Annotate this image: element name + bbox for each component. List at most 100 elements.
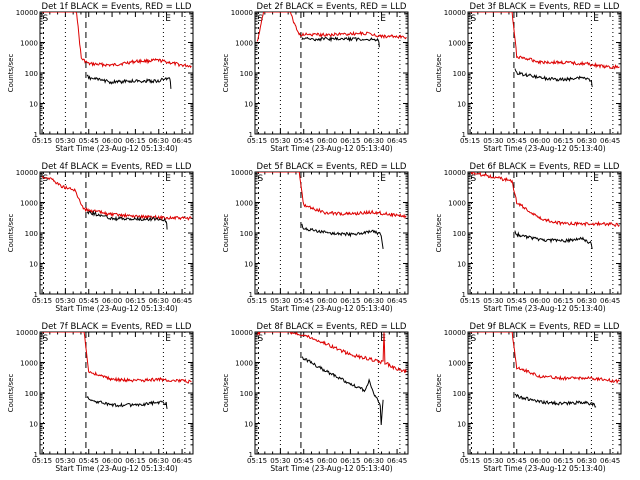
x-tick-label: 05:45 [79, 297, 99, 305]
y-tick-label: 1 [249, 131, 253, 139]
events-series-line [301, 223, 384, 249]
x-tick-label: 05:15 [32, 137, 52, 145]
y-tick-label: 1 [34, 131, 38, 139]
plot-frame [39, 331, 194, 455]
y-tick-label: 10 [457, 101, 466, 109]
chart-title: Det 8f BLACK = Events, RED = LLD [257, 322, 407, 332]
start-marker: S [43, 174, 49, 184]
start-marker: S [471, 174, 477, 184]
x-tick-label: 06:00 [102, 137, 122, 145]
y-axis-label: Counts/sec [222, 214, 230, 253]
x-tick-label: 06:30 [149, 137, 169, 145]
x-tick-label: 05:30 [483, 297, 503, 305]
plot-frame [39, 171, 194, 295]
y-tick-label: 1000 [235, 200, 253, 208]
chart-title: Det 5f BLACK = Events, RED = LLD [257, 162, 407, 172]
y-tick-label: 10000 [231, 9, 253, 17]
x-tick-label: 05:45 [507, 297, 527, 305]
y-axis-label: Counts/sec [435, 54, 443, 93]
x-tick-label: 06:00 [317, 457, 337, 465]
x-tick-label: 06:00 [102, 457, 122, 465]
plot-frame [254, 171, 409, 295]
x-tick-label: 05:30 [483, 137, 503, 145]
end-marker: E [593, 174, 599, 184]
y-tick-label: 100 [25, 70, 38, 78]
y-tick-label: 1 [34, 291, 38, 299]
events-series-line [514, 230, 593, 250]
lld-series-line [470, 12, 620, 70]
x-tick-label: 06:30 [364, 297, 384, 305]
y-axis-label: Counts/sec [222, 374, 230, 413]
y-tick-label: 10000 [16, 9, 38, 17]
y-tick-label: 100 [240, 70, 253, 78]
x-tick-label: 06:30 [577, 297, 597, 305]
y-tick-label: 100 [25, 230, 38, 238]
chart-panel-9: Det 9f BLACK = Events, RED = LLD 1 10 100 10… [435, 322, 622, 473]
chart-title: Det 6f BLACK = Events, RED = LLD [470, 162, 620, 172]
x-axis-label: Start Time (23-Aug-12 05:13:40) [270, 304, 392, 313]
plot-frame [39, 11, 194, 135]
x-axis-label: Start Time (23-Aug-12 05:13:40) [55, 464, 177, 473]
end-marker: E [165, 334, 171, 344]
x-tick-label: 06:30 [577, 457, 597, 465]
y-tick-label: 10000 [231, 169, 253, 177]
x-tick-label: 06:00 [102, 297, 122, 305]
events-series-line [301, 356, 384, 426]
x-tick-label: 06:00 [317, 137, 337, 145]
chart-title: Det 7f BLACK = Events, RED = LLD [42, 322, 192, 332]
x-tick-label: 06:30 [149, 457, 169, 465]
y-axis-label: Counts/sec [435, 374, 443, 413]
start-marker: S [258, 334, 264, 344]
y-tick-label: 10 [244, 101, 253, 109]
chart-panel-8: Det 8f BLACK = Events, RED = LLD 1 10 100 10… [222, 322, 409, 473]
x-tick-label: 05:30 [270, 297, 290, 305]
x-tick-label: 05:45 [507, 137, 527, 145]
x-tick-label: 06:15 [340, 457, 360, 465]
y-axis-label: Counts/sec [222, 54, 230, 93]
x-axis-label: Start Time (23-Aug-12 05:13:40) [55, 144, 177, 153]
y-tick-label: 10000 [231, 329, 253, 337]
y-tick-label: 10 [457, 421, 466, 429]
x-tick-label: 06:15 [553, 137, 573, 145]
x-tick-label: 06:15 [125, 297, 145, 305]
y-tick-label: 1 [249, 291, 253, 299]
y-axis-label: Counts/sec [7, 54, 15, 93]
x-tick-label: 06:45 [172, 457, 192, 465]
x-tick-label: 06:30 [364, 457, 384, 465]
y-tick-label: 10 [29, 421, 38, 429]
x-tick-label: 06:45 [387, 137, 407, 145]
plot-frame [254, 11, 409, 135]
chart-title: Det 3f BLACK = Events, RED = LLD [470, 2, 620, 12]
x-tick-label: 06:15 [340, 297, 360, 305]
start-marker: S [43, 14, 49, 24]
events-series-line [86, 209, 168, 230]
start-marker: S [471, 14, 477, 24]
y-tick-label: 100 [453, 70, 466, 78]
y-tick-label: 1000 [448, 200, 466, 208]
x-tick-label: 05:30 [55, 297, 75, 305]
x-tick-label: 06:15 [553, 457, 573, 465]
x-tick-label: 05:45 [79, 457, 99, 465]
end-marker: E [593, 334, 599, 344]
x-tick-label: 06:30 [149, 297, 169, 305]
x-axis-label: Start Time (23-Aug-12 05:13:40) [55, 304, 177, 313]
x-tick-label: 06:30 [577, 137, 597, 145]
chart-panel-1: Det 1f BLACK = Events, RED = LLD 1 10 100 10… [7, 2, 194, 153]
events-series-line [514, 393, 597, 408]
lld-series-line [470, 172, 620, 228]
y-tick-label: 1000 [20, 40, 38, 48]
y-tick-label: 10 [457, 261, 466, 269]
x-tick-label: 05:15 [247, 137, 267, 145]
plot-frame [467, 171, 622, 295]
x-axis-label: Start Time (23-Aug-12 05:13:40) [483, 144, 605, 153]
y-tick-label: 1 [462, 131, 466, 139]
x-tick-label: 05:45 [294, 137, 314, 145]
x-tick-label: 05:45 [507, 457, 527, 465]
y-tick-label: 100 [25, 390, 38, 398]
chart-panel-4: Det 4f BLACK = Events, RED = LLD 1 10 100 10… [7, 162, 194, 313]
y-axis-label: Counts/sec [435, 214, 443, 253]
x-tick-label: 05:15 [32, 297, 52, 305]
x-tick-label: 05:15 [460, 457, 480, 465]
x-tick-label: 05:15 [247, 297, 267, 305]
